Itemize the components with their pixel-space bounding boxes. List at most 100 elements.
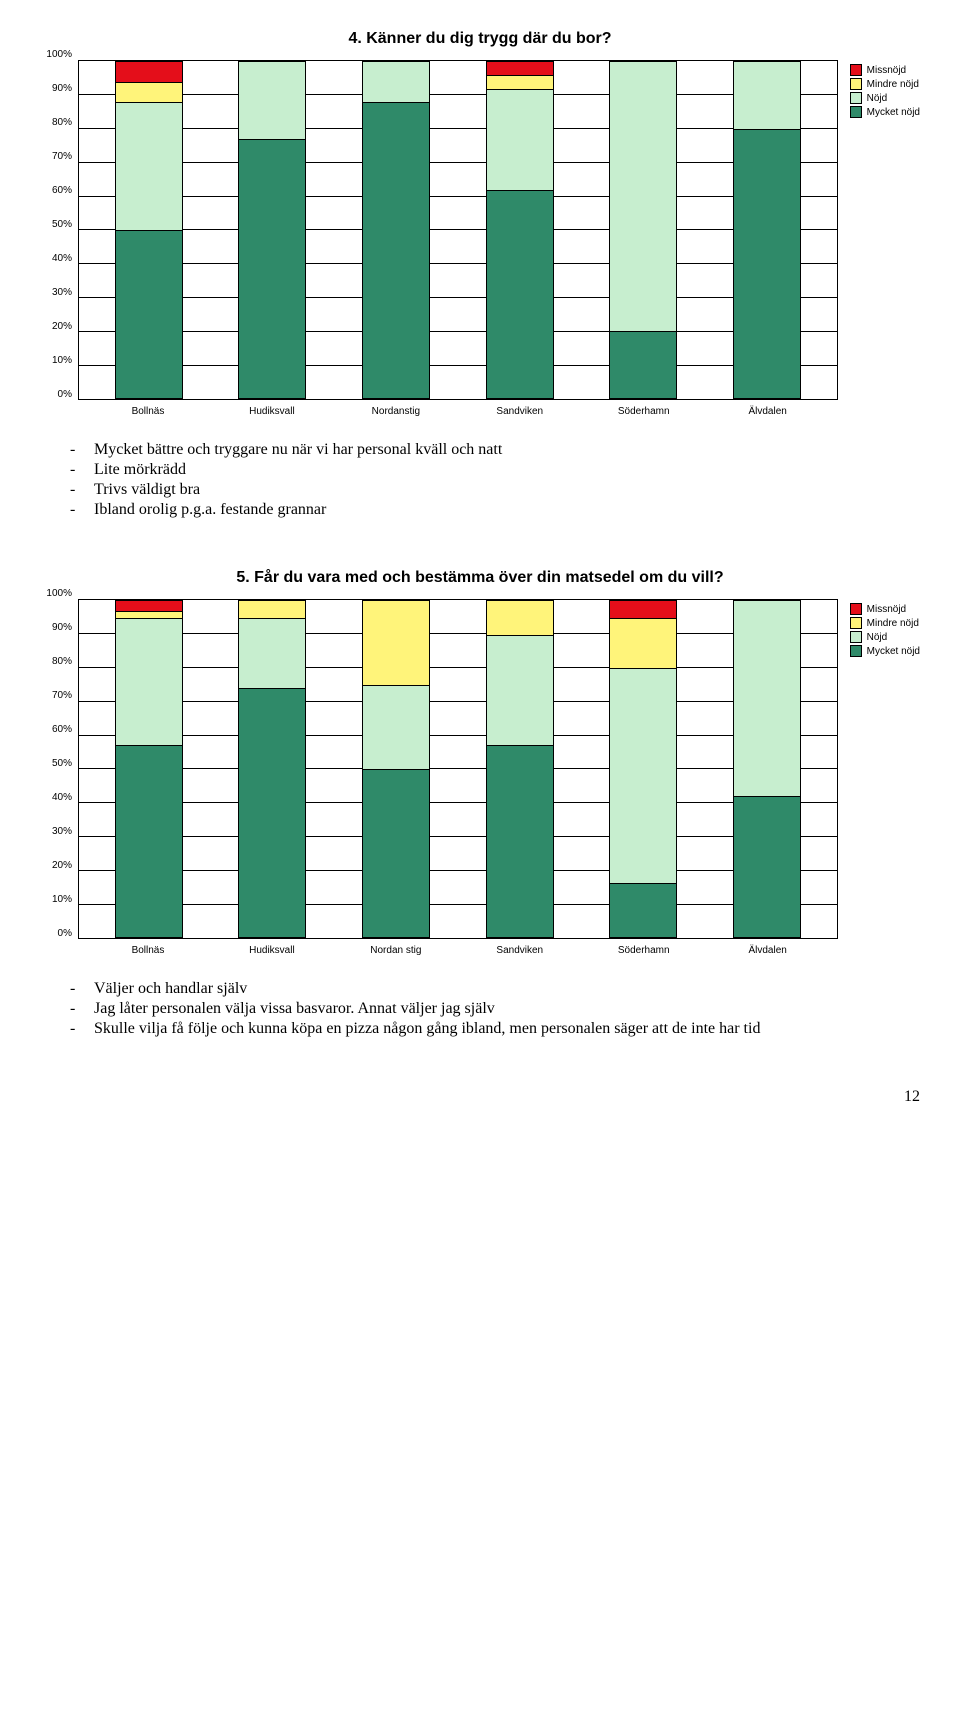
bar-segment-mindre_nojd bbox=[363, 601, 429, 685]
bullet-item: -Mycket bättre och tryggare nu när vi ha… bbox=[70, 441, 920, 459]
legend-label: Nöjd bbox=[867, 93, 888, 104]
bar-segment-mycket_nojd bbox=[239, 139, 305, 398]
bullet-dash: - bbox=[70, 501, 94, 519]
legend-swatch bbox=[850, 92, 862, 104]
bar-segment-mindre_nojd bbox=[116, 611, 182, 618]
bullet-item: -Trivs väldigt bra bbox=[70, 481, 920, 499]
bar bbox=[733, 600, 801, 938]
x-label: Sandviken bbox=[458, 945, 582, 956]
y-axis: 0%10%20%30%40%50%60%70%80%90%100% bbox=[40, 599, 78, 939]
x-label: Älvdalen bbox=[706, 945, 830, 956]
bullet-dash: - bbox=[70, 1020, 94, 1038]
bar bbox=[609, 61, 677, 399]
bar bbox=[115, 61, 183, 399]
chart-title: 5. Får du vara med och bestämma över din… bbox=[40, 569, 920, 587]
legend-label: Mycket nöjd bbox=[867, 107, 920, 118]
bar bbox=[362, 61, 430, 399]
bullet-dash: - bbox=[70, 481, 94, 499]
bar-segment-nojd bbox=[487, 635, 553, 746]
chart-block: 4. Känner du dig trygg där du bor? 0%10%2… bbox=[40, 30, 920, 519]
x-axis: BollnäsHudiksvallNordanstigSandvikenSöde… bbox=[78, 400, 838, 417]
bullet-text: Väljer och handlar själv bbox=[94, 980, 247, 998]
bullet-text: Jag låter personalen välja vissa basvaro… bbox=[94, 1000, 495, 1018]
bar-segment-nojd bbox=[116, 102, 182, 230]
bullet-dash: - bbox=[70, 441, 94, 459]
chart-row: 0%10%20%30%40%50%60%70%80%90%100%Bollnäs… bbox=[40, 599, 920, 956]
legend-item: Mycket nöjd bbox=[850, 106, 920, 118]
bullet-item: -Jag låter personalen välja vissa basvar… bbox=[70, 1000, 920, 1018]
bullet-item: -Ibland orolig p.g.a. festande grannar bbox=[70, 501, 920, 519]
bar-segment-mindre_nojd bbox=[610, 618, 676, 668]
bullet-item: -Skulle vilja få följe och kunna köpa en… bbox=[70, 1020, 920, 1038]
plot-wrap: BollnäsHudiksvallNordanstigSandvikenSöde… bbox=[78, 60, 838, 417]
bar-segment-mycket_nojd bbox=[610, 883, 676, 937]
legend-item: Missnöjd bbox=[850, 603, 920, 615]
bullet-text: Mycket bättre och tryggare nu när vi har… bbox=[94, 441, 502, 459]
bullet-dash: - bbox=[70, 1000, 94, 1018]
legend-swatch bbox=[850, 617, 862, 629]
page-number: 12 bbox=[40, 1088, 920, 1106]
bar-segment-missnojd bbox=[487, 62, 553, 75]
bars-container bbox=[79, 61, 837, 399]
legend-item: Mycket nöjd bbox=[850, 645, 920, 657]
legend-swatch bbox=[850, 631, 862, 643]
bar-segment-nojd bbox=[363, 62, 429, 102]
legend-swatch bbox=[850, 64, 862, 76]
chart-row: 0%10%20%30%40%50%60%70%80%90%100%Bollnäs… bbox=[40, 60, 920, 417]
legend-item: Mindre nöjd bbox=[850, 78, 920, 90]
chart-title: 4. Känner du dig trygg där du bor? bbox=[40, 30, 920, 48]
bar-segment-mycket_nojd bbox=[487, 745, 553, 937]
bar-segment-mycket_nojd bbox=[363, 102, 429, 398]
bar bbox=[238, 61, 306, 399]
legend-item: Nöjd bbox=[850, 631, 920, 643]
x-label: Hudiksvall bbox=[210, 945, 334, 956]
bar bbox=[362, 600, 430, 938]
x-label: Bollnäs bbox=[86, 406, 210, 417]
bullet-text: Skulle vilja få följe och kunna köpa en … bbox=[94, 1020, 760, 1038]
bar-segment-nojd bbox=[363, 685, 429, 769]
chart-block: 5. Får du vara med och bestämma över din… bbox=[40, 569, 920, 1038]
bar-segment-mycket_nojd bbox=[734, 796, 800, 937]
legend-label: Missnöjd bbox=[867, 604, 906, 615]
bar bbox=[609, 600, 677, 938]
bar-segment-mycket_nojd bbox=[116, 745, 182, 937]
bullet-item: -Lite mörkrädd bbox=[70, 461, 920, 479]
bar-segment-nojd bbox=[734, 62, 800, 129]
x-label: Nordanstig bbox=[334, 406, 458, 417]
bar-segment-nojd bbox=[116, 618, 182, 746]
bullet-list: -Väljer och handlar själv-Jag låter pers… bbox=[70, 980, 920, 1038]
bar-segment-missnojd bbox=[116, 62, 182, 82]
bullet-dash: - bbox=[70, 461, 94, 479]
x-label: Nordan stig bbox=[334, 945, 458, 956]
bar-segment-mycket_nojd bbox=[116, 230, 182, 398]
legend-label: Mindre nöjd bbox=[867, 79, 919, 90]
bar bbox=[115, 600, 183, 938]
bar-segment-missnojd bbox=[610, 601, 676, 618]
bar bbox=[733, 61, 801, 399]
plot-area bbox=[78, 60, 838, 400]
bullet-dash: - bbox=[70, 980, 94, 998]
bar-segment-nojd bbox=[610, 668, 676, 883]
x-label: Bollnäs bbox=[86, 945, 210, 956]
bar bbox=[486, 600, 554, 938]
bar-segment-mindre_nojd bbox=[116, 82, 182, 102]
bar-segment-nojd bbox=[734, 601, 800, 796]
bar-segment-missnojd bbox=[116, 601, 182, 611]
legend-label: Mindre nöjd bbox=[867, 618, 919, 629]
legend: Missnöjd Mindre nöjd Nöjd Mycket nöjd bbox=[850, 599, 920, 659]
legend-label: Nöjd bbox=[867, 632, 888, 643]
legend-item: Missnöjd bbox=[850, 64, 920, 76]
legend-swatch bbox=[850, 645, 862, 657]
bar-segment-nojd bbox=[610, 62, 676, 331]
legend: Missnöjd Mindre nöjd Nöjd Mycket nöjd bbox=[850, 60, 920, 120]
legend-label: Missnöjd bbox=[867, 65, 906, 76]
plot-area bbox=[78, 599, 838, 939]
bullet-text: Lite mörkrädd bbox=[94, 461, 186, 479]
x-label: Söderhamn bbox=[582, 945, 706, 956]
legend-swatch bbox=[850, 603, 862, 615]
bar-segment-nojd bbox=[239, 62, 305, 139]
bullet-list: -Mycket bättre och tryggare nu när vi ha… bbox=[70, 441, 920, 519]
bullet-item: -Väljer och handlar själv bbox=[70, 980, 920, 998]
bar-segment-mindre_nojd bbox=[239, 601, 305, 618]
x-axis: BollnäsHudiksvallNordan stigSandvikenSöd… bbox=[78, 939, 838, 956]
